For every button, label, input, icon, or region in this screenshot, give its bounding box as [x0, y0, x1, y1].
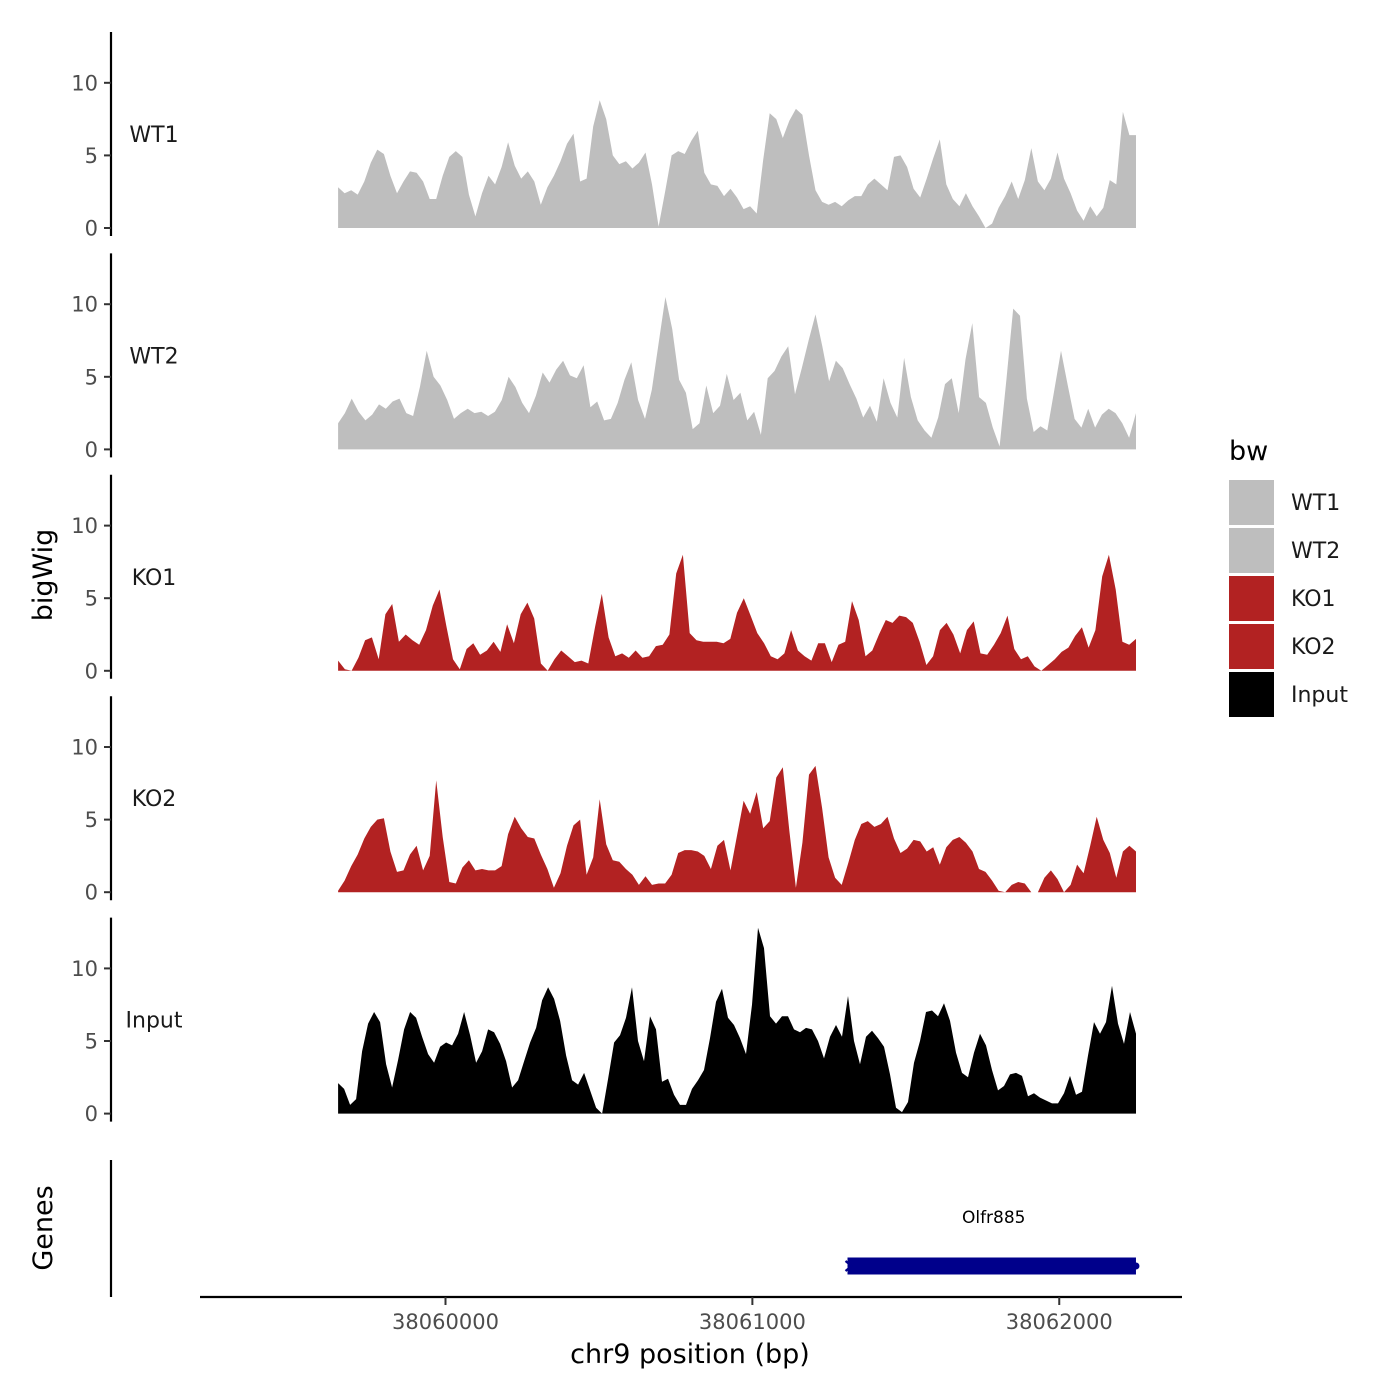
legend-swatch-input [1229, 672, 1274, 717]
y-tick-label: 10 [71, 514, 98, 538]
y-tick-label: 10 [71, 71, 98, 95]
legend-label-ko2: KO2 [1291, 635, 1336, 660]
y-tick-label: 5 [85, 144, 98, 168]
y-tick-label: 0 [85, 1102, 98, 1126]
coverage-area-input [338, 927, 1137, 1114]
gene-marks: Olfr885 [844, 1208, 1140, 1275]
legend: bw WT1 WT2 KO1 KO2 Input [1229, 436, 1348, 717]
track-ko2: 0 5 10 KO2 [71, 696, 1137, 905]
y-tick-label: 5 [85, 808, 98, 832]
x-axis: 38060000 38061000 38062000 chr9 position (… [200, 1295, 1182, 1370]
genes-track: Genes Olfr885 [28, 1160, 1140, 1297]
gene-strand-arrow-icon [844, 1260, 854, 1272]
legend-label-ko1: KO1 [1291, 587, 1336, 612]
track-label-ko1: KO1 [132, 566, 177, 591]
x-tick-label: 38060000 [392, 1310, 499, 1334]
legend-swatch-wt1 [1229, 480, 1274, 525]
legend-entries: WT1 WT2 KO1 KO2 Input [1229, 480, 1348, 717]
track-label-wt1: WT1 [129, 123, 178, 148]
y-tick-label: 10 [71, 293, 98, 317]
legend-swatch-ko2 [1229, 624, 1274, 669]
legend-label-input: Input [1291, 683, 1348, 708]
coverage-area-wt2 [338, 297, 1137, 450]
y-tick-label: 10 [71, 736, 98, 760]
y-tick-label: 0 [85, 438, 98, 462]
y-tick-label: 0 [85, 217, 98, 241]
y-tick-label: 0 [85, 659, 98, 683]
x-tick-label: 38061000 [699, 1310, 806, 1334]
gene-body [847, 1257, 1136, 1275]
gene-label: Olfr885 [962, 1208, 1026, 1228]
track-ko1: 0 5 10 KO1 [71, 474, 1137, 683]
legend-title: bw [1229, 436, 1268, 467]
tracks-area: 0 5 10 WT1 0 5 10 WT2 0 5 10 KO1 0 5 10 KO2 0 5 10 Input [71, 32, 1137, 1126]
genes-track-title: Genes [28, 1185, 59, 1270]
legend-label-wt2: WT2 [1291, 539, 1340, 564]
legend-swatch-wt2 [1229, 528, 1274, 573]
coverage-area-ko2 [338, 765, 1137, 893]
track-label-ko2: KO2 [132, 787, 177, 812]
track-input: 0 5 10 Input [71, 917, 1137, 1126]
y-tick-label: 5 [85, 587, 98, 611]
y-tick-label: 10 [71, 957, 98, 981]
legend-swatch-ko1 [1229, 576, 1274, 621]
x-axis-title: chr9 position (bp) [570, 1339, 810, 1370]
track-wt1: 0 5 10 WT1 [71, 32, 1137, 241]
y-tick-label: 0 [85, 881, 98, 905]
x-tick-label: 38062000 [1006, 1310, 1113, 1334]
track-label-wt2: WT2 [129, 344, 178, 369]
coverage-area-ko1 [338, 554, 1137, 671]
coverage-area-wt1 [338, 100, 1137, 228]
y-tick-label: 5 [85, 1030, 98, 1054]
y-axis-title: bigWig [28, 529, 59, 622]
gene-end-marker [1132, 1262, 1140, 1270]
track-wt2: 0 5 10 WT2 [71, 253, 1137, 462]
y-tick-label: 5 [85, 365, 98, 389]
x-ticks: 38060000 38061000 38062000 [392, 1297, 1113, 1334]
track-label-input: Input [126, 1009, 183, 1034]
legend-label-wt1: WT1 [1291, 491, 1340, 516]
